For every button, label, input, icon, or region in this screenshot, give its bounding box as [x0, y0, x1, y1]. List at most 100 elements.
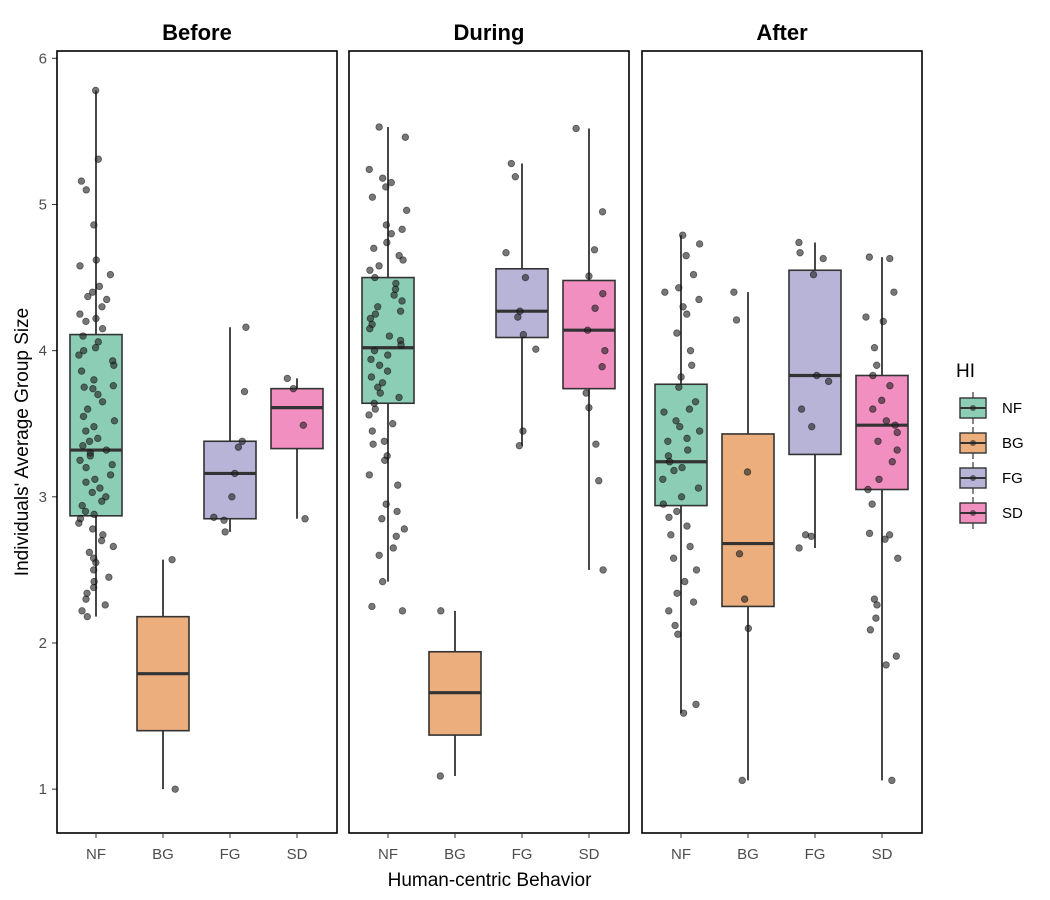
iqr-box	[855, 374, 909, 491]
data-point	[809, 270, 818, 279]
data-point	[368, 193, 377, 201]
data-point	[892, 652, 900, 660]
data-point	[89, 583, 98, 592]
data-point	[583, 326, 592, 334]
data-point	[664, 452, 673, 460]
data-point	[869, 371, 877, 380]
data-point	[796, 249, 804, 257]
data-point	[398, 225, 406, 234]
data-point	[735, 550, 744, 558]
data-point	[515, 441, 524, 450]
data-point	[395, 393, 403, 402]
data-point	[384, 351, 392, 359]
data-point	[98, 303, 106, 311]
data-point	[865, 529, 874, 538]
data-point	[105, 573, 113, 581]
data-point	[77, 367, 86, 375]
data-point	[76, 310, 84, 318]
data-point	[366, 325, 374, 333]
data-point	[675, 383, 683, 391]
data-point	[380, 437, 389, 445]
data-point	[808, 422, 816, 431]
data-point	[387, 230, 396, 238]
data-point	[885, 531, 894, 539]
legend-label: FG	[1002, 470, 1023, 487]
data-point	[688, 361, 696, 369]
box-bg	[721, 288, 775, 785]
data-point	[101, 601, 109, 609]
data-point	[83, 612, 91, 621]
data-point	[365, 165, 373, 174]
x-tick-label: BG	[152, 846, 174, 863]
data-point	[685, 405, 694, 413]
data-point	[398, 297, 406, 305]
data-point	[231, 469, 239, 478]
data-point	[81, 507, 90, 516]
data-point	[375, 551, 383, 559]
data-point	[695, 295, 703, 304]
data-point	[228, 493, 236, 501]
data-point	[683, 522, 691, 530]
panel-title: Before	[162, 20, 232, 45]
data-point	[673, 589, 681, 597]
data-point	[519, 330, 528, 339]
y-tick-label: 2	[39, 635, 47, 652]
data-point	[585, 272, 593, 280]
facet-panel-after: After NF BG FG SD	[641, 20, 923, 863]
data-point	[436, 772, 445, 780]
x-tick-label: SD	[872, 846, 893, 863]
data-point	[881, 535, 889, 543]
data-point	[813, 371, 821, 380]
data-point	[601, 346, 609, 355]
data-point	[591, 304, 599, 312]
data-point	[370, 346, 379, 355]
x-tick-label: SD	[579, 846, 600, 863]
data-point	[106, 471, 115, 479]
data-point	[370, 244, 378, 253]
iqr-box	[788, 269, 842, 456]
data-point	[109, 542, 117, 551]
data-point	[76, 456, 84, 464]
data-point	[394, 481, 402, 489]
data-point	[886, 254, 894, 263]
data-point	[79, 332, 87, 340]
data-point	[797, 405, 806, 413]
data-point	[301, 515, 309, 523]
data-point	[502, 249, 510, 257]
data-point	[82, 317, 90, 326]
data-point	[872, 614, 880, 622]
data-point	[106, 270, 115, 279]
data-point	[368, 602, 376, 611]
data-point	[83, 405, 92, 413]
data-point	[91, 344, 100, 352]
data-point	[378, 379, 387, 387]
data-point	[585, 403, 593, 412]
data-point	[665, 458, 674, 466]
data-point	[807, 532, 815, 540]
data-point	[97, 536, 106, 545]
data-point	[582, 389, 590, 397]
iqr-box	[495, 267, 549, 339]
data-point	[95, 282, 104, 291]
data-point	[385, 332, 394, 340]
legend-key-nf	[959, 392, 987, 424]
data-point	[242, 323, 250, 331]
iqr-box	[270, 387, 324, 450]
data-point	[89, 566, 98, 574]
data-point	[90, 422, 98, 431]
data-point	[664, 437, 672, 445]
data-point	[82, 186, 90, 194]
data-point	[400, 525, 409, 533]
data-point	[659, 500, 668, 508]
data-point	[507, 159, 516, 168]
data-point	[289, 384, 298, 393]
iqr-box	[203, 440, 257, 520]
data-point	[79, 346, 88, 355]
box-nf	[69, 86, 123, 621]
data-point	[110, 417, 119, 425]
data-point	[79, 441, 87, 450]
data-point	[378, 174, 387, 182]
data-point	[677, 493, 686, 501]
data-point	[102, 295, 111, 304]
data-point	[437, 607, 445, 615]
